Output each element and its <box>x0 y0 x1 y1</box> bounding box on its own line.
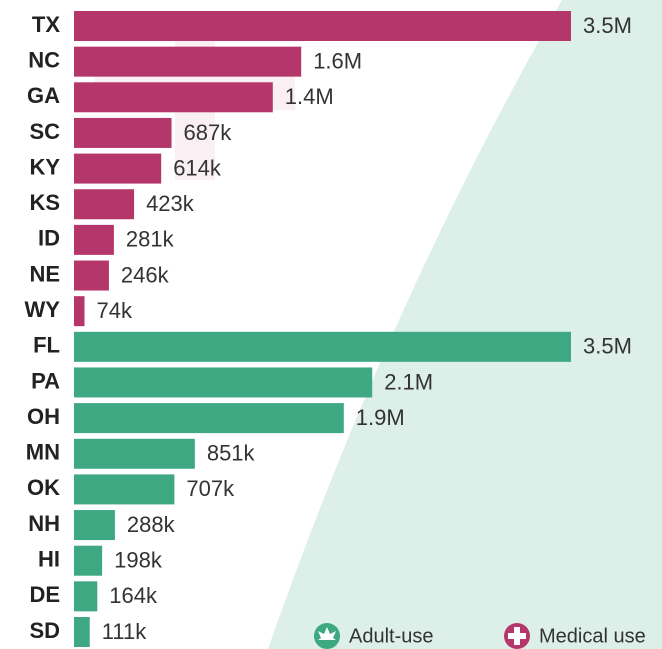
background-shape <box>268 0 662 649</box>
category-label: MN <box>26 440 60 465</box>
legend-label: Adult-use <box>349 625 434 647</box>
bar <box>74 331 571 362</box>
category-label: FL <box>33 333 60 358</box>
value-label: 614k <box>173 155 222 180</box>
category-label: NE <box>29 261 60 286</box>
category-label: PA <box>31 368 60 393</box>
category-label: TX <box>32 12 60 37</box>
category-label: SC <box>29 119 60 144</box>
bar <box>74 117 172 148</box>
bar <box>74 11 571 41</box>
bar <box>74 545 103 576</box>
category-label: KS <box>29 190 60 215</box>
bar <box>74 46 302 77</box>
bar <box>74 260 109 291</box>
category-label: DE <box>29 582 60 607</box>
bar <box>74 617 90 647</box>
bar <box>74 82 273 113</box>
bar <box>74 153 162 184</box>
category-label: GA <box>27 83 60 108</box>
value-label: 281k <box>126 227 175 252</box>
category-label: WY <box>25 297 61 322</box>
value-label: 423k <box>146 191 195 216</box>
category-label: NC <box>28 47 60 72</box>
bar <box>74 510 115 541</box>
value-label: 1.4M <box>285 84 334 109</box>
bar <box>74 367 373 398</box>
value-label: 1.9M <box>356 405 405 430</box>
category-label: OK <box>27 475 60 500</box>
value-label: 687k <box>184 120 233 145</box>
bar <box>74 403 344 434</box>
category-label: SD <box>29 618 60 643</box>
value-label: 3.5M <box>583 334 632 359</box>
value-label: 111k <box>102 619 147 644</box>
value-label: 1.6M <box>313 48 362 73</box>
value-label: 198k <box>114 548 163 573</box>
bar <box>74 474 175 505</box>
value-label: 288k <box>127 512 176 537</box>
bar <box>74 224 114 255</box>
bar <box>74 581 98 612</box>
legend-leaf <box>318 627 336 640</box>
category-label: OH <box>27 404 60 429</box>
value-label: 164k <box>109 583 158 608</box>
value-label: 707k <box>186 476 235 501</box>
value-label: 2.1M <box>384 369 433 394</box>
legend-cross <box>508 627 526 645</box>
category-label: ID <box>38 226 60 251</box>
category-label: HI <box>38 547 60 572</box>
value-label: 851k <box>207 441 256 466</box>
value-label: 74k <box>97 298 133 323</box>
bar <box>74 189 135 220</box>
bar <box>74 296 85 327</box>
value-label: 3.5M <box>583 13 632 38</box>
value-label: 246k <box>121 262 170 287</box>
bar <box>74 438 195 469</box>
legend-label: Medical use <box>539 625 646 647</box>
category-label: NH <box>28 511 60 536</box>
category-label: KY <box>29 154 60 179</box>
